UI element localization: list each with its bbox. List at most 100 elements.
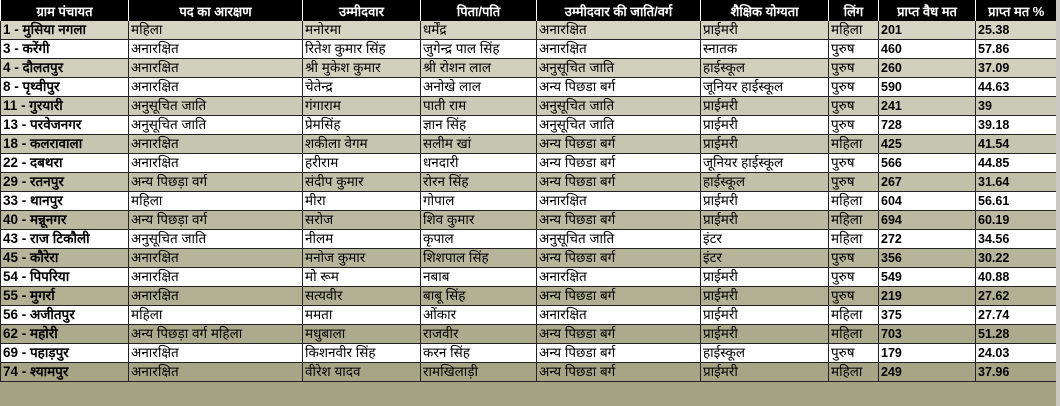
cell-village: 40 - मन्नूनगर (0, 210, 129, 230)
cell-gender: पुरुष (828, 39, 879, 59)
table-row: 43 - राज टिकौली अनुसूचित जाति नीलम कृपाल अनु… (0, 229, 1057, 249)
cell-reservation: अनारक्षित (128, 77, 303, 97)
cell-education: प्राईमरी (700, 324, 829, 344)
cell-caste: अनारक्षित (536, 267, 701, 287)
cell-village: 54 - पिपरिया (0, 267, 129, 287)
cell-gender: पुरुष (828, 153, 879, 173)
cell-candidate: सरोज (302, 210, 421, 230)
cell-reservation: अनुसूचित जाति (128, 115, 303, 135)
cell-reservation: अनारक्षित (128, 267, 303, 287)
cell-vote-percent: 25.38 (975, 21, 1057, 40)
cell-gender: पुरुष (828, 286, 879, 306)
cell-valid-votes: 694 (878, 210, 976, 230)
cell-father-husband: राजवीर (420, 324, 537, 344)
cell-candidate: गंगाराम (302, 96, 421, 116)
cell-valid-votes: 728 (878, 115, 976, 135)
cell-caste: अनारक्षित (536, 191, 701, 211)
cell-gender: पुरुष (828, 77, 879, 97)
cell-gender: महिला (828, 305, 879, 325)
header-father-husband: पिता/पति (420, 0, 537, 21)
cell-caste: अनुसूचित जाति (536, 229, 701, 249)
cell-caste: अनारक्षित (536, 305, 701, 325)
cell-father-husband: करन सिंह (420, 343, 537, 363)
cell-valid-votes: 590 (878, 77, 976, 97)
cell-education: हाईस्कूल (700, 58, 829, 78)
header-gender: लिंग (828, 0, 879, 21)
cell-vote-percent: 27.62 (975, 286, 1057, 306)
cell-valid-votes: 425 (878, 134, 976, 154)
cell-vote-percent: 24.03 (975, 343, 1057, 363)
cell-village: 1 - मुसिया नगला (0, 21, 129, 40)
cell-valid-votes: 356 (878, 248, 976, 268)
cell-reservation: महिला (128, 191, 303, 211)
cell-reservation: अनारक्षित (128, 58, 303, 78)
cell-valid-votes: 260 (878, 58, 976, 78)
header-candidate: उम्मीदवार (302, 0, 421, 21)
cell-village: 55 - मुगर्रा (0, 286, 129, 306)
cell-education: इंटर (700, 229, 829, 249)
cell-candidate: मनोरमा (302, 21, 421, 40)
cell-father-husband: कृपाल (420, 229, 537, 249)
cell-education: प्राईमरी (700, 96, 829, 116)
cell-father-husband: नबाब (420, 267, 537, 287)
cell-education: प्राईमरी (700, 134, 829, 154)
cell-reservation: अनारक्षित (128, 248, 303, 268)
table-row: 4 - दौलतपुर अनारक्षित श्री मुकेश कुमार श्री… (0, 58, 1057, 78)
cell-education: हाईस्कूल (700, 172, 829, 192)
cell-caste: अन्य पिछडा बर्ग (536, 343, 701, 363)
cell-candidate: संदीप कुमार (302, 172, 421, 192)
cell-candidate: शकीला वेगम (302, 134, 421, 154)
table-row: 11 - गुरयारी अनुसूचित जाति गंगाराम पाती राम… (0, 96, 1057, 116)
cell-reservation: अनारक्षित (128, 362, 303, 382)
table-row: 13 - परवेजनगर अनुसूचित जाति प्रेमसिंह ज्ञान… (0, 115, 1057, 135)
cell-vote-percent: 39 (975, 96, 1057, 116)
cell-father-husband: श्री रोशन लाल (420, 58, 537, 78)
cell-father-husband: पाती राम (420, 96, 537, 116)
cell-gender: महिला (828, 21, 879, 40)
cell-reservation: अन्य पिछड़ा वर्ग महिला (128, 324, 303, 344)
cell-gender: पुरुष (828, 58, 879, 78)
cell-village: 43 - राज टिकौली (0, 229, 129, 249)
cell-valid-votes: 375 (878, 305, 976, 325)
cell-valid-votes: 566 (878, 153, 976, 173)
cell-village: 62 - महोरी (0, 324, 129, 344)
cell-valid-votes: 201 (878, 21, 976, 40)
cell-father-husband: अनोखे लाल (420, 77, 537, 97)
cell-father-husband: धनदारी (420, 153, 537, 173)
cell-gender: महिला (828, 191, 879, 211)
cell-education: प्राईमरी (700, 286, 829, 306)
cell-education: जूनियर हाईस्कूल (700, 77, 829, 97)
cell-caste: अनुसूचित जाति (536, 115, 701, 135)
cell-valid-votes: 460 (878, 39, 976, 59)
table-row: 29 - रतनपुर अन्य पिछड़ा वर्ग संदीप कुमार रो… (0, 172, 1057, 192)
cell-gender: पुरुष (828, 267, 879, 287)
cell-father-husband: रामखिलाड़ी (420, 362, 537, 382)
scrollbar[interactable] (1056, 0, 1060, 406)
cell-vote-percent: 31.64 (975, 172, 1057, 192)
cell-village: 74 - श्यामपुर (0, 362, 129, 382)
cell-caste: अन्य पिछडा बर्ग (536, 172, 701, 192)
table-row: 40 - मन्नूनगर अन्य पिछड़ा वर्ग सरोज शिव कुम… (0, 210, 1057, 230)
cell-caste: अन्य पिछडा बर्ग (536, 134, 701, 154)
cell-vote-percent: 37.96 (975, 362, 1057, 382)
cell-village: 45 - कौरेरा (0, 248, 129, 268)
cell-education: प्राईमरी (700, 191, 829, 211)
table-row: 22 - दबथरा अनारक्षित हरीराम धनदारी अन्य पिछड… (0, 153, 1057, 173)
cell-vote-percent: 37.09 (975, 58, 1057, 78)
cell-education: प्राईमरी (700, 305, 829, 325)
cell-village: 33 - थानपुर (0, 191, 129, 211)
cell-vote-percent: 27.74 (975, 305, 1057, 325)
cell-reservation: अनारक्षित (128, 39, 303, 59)
cell-gender: महिला (828, 134, 879, 154)
cell-caste: अन्य पिछडा बर्ग (536, 286, 701, 306)
cell-village: 3 - करेंगी (0, 39, 129, 59)
cell-candidate: चेतेन्द्र (302, 77, 421, 97)
cell-father-husband: सलीम खां (420, 134, 537, 154)
cell-father-husband: गोपाल (420, 191, 537, 211)
table-row: 1 - मुसिया नगला महिला मनोरमा धर्मेंद्र अनारक… (0, 21, 1057, 40)
cell-reservation: अनुसूचित जाति (128, 96, 303, 116)
header-village: ग्राम पंचायत (0, 0, 129, 21)
cell-village: 22 - दबथरा (0, 153, 129, 173)
cell-gender: महिला (828, 229, 879, 249)
cell-gender: पुरुष (828, 96, 879, 116)
